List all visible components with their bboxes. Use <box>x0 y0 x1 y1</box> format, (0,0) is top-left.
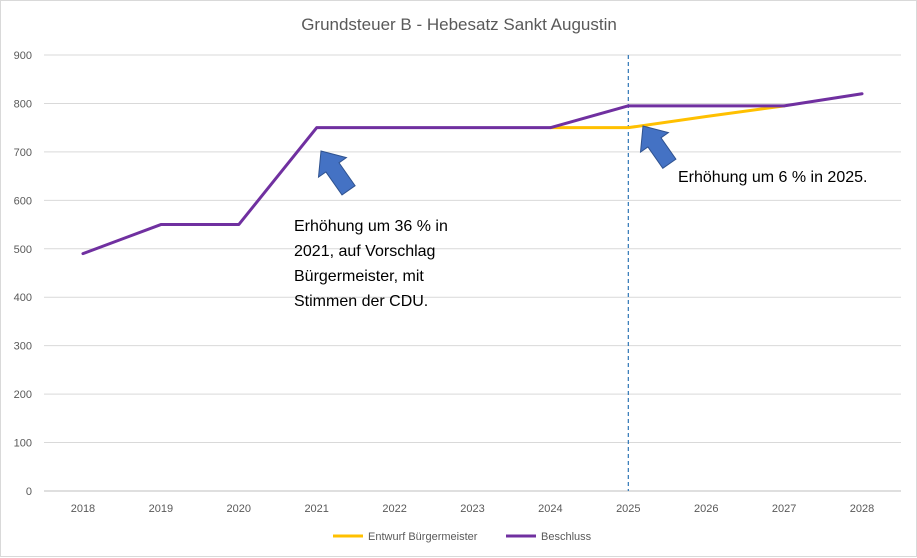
x-tick-label: 2025 <box>616 503 640 515</box>
x-tick-label: 2026 <box>694 503 718 515</box>
annotation-2021-line-1: Erhöhung um 36 % in <box>294 218 448 235</box>
y-tick-label: 700 <box>14 147 32 159</box>
y-tick-label: 200 <box>14 389 32 401</box>
grid-lines <box>44 54 901 492</box>
x-tick-label: 2028 <box>850 503 874 515</box>
x-tick-label: 2024 <box>538 503 562 515</box>
series-line-beschluss <box>81 92 864 256</box>
series-line-entwurf <box>548 104 786 130</box>
x-tick-label: 2020 <box>227 503 251 515</box>
y-tick-label: 100 <box>14 438 32 450</box>
legend-label-entwurf: Entwurf Bürgermeister <box>368 531 478 543</box>
annotation-2021-line-3: Bürgermeister, mit <box>294 268 424 285</box>
y-axis-ticks: 0 100 200 300 400 500 600 700 800 900 <box>14 50 32 498</box>
x-tick-label: 2019 <box>149 503 173 515</box>
y-tick-label: 400 <box>14 292 32 304</box>
legend-label-beschluss: Beschluss <box>541 531 592 543</box>
legend: Entwurf Bürgermeister Beschluss <box>333 531 592 543</box>
annotation-2025-line-1: Erhöhung um 6 % in 2025. <box>678 169 867 186</box>
arrow-layer <box>317 125 677 196</box>
annotation-2021-line-2: 2021, auf Vorschlag <box>294 243 435 260</box>
x-tick-label: 2027 <box>772 503 796 515</box>
annotation-2021: Erhöhung um 36 % in 2021, auf Vorschlag … <box>294 218 448 310</box>
y-tick-label: 300 <box>14 341 32 353</box>
arrow-to-2025 <box>639 125 677 169</box>
x-tick-label: 2018 <box>71 503 95 515</box>
x-tick-label: 2022 <box>382 503 406 515</box>
y-tick-label: 500 <box>14 244 32 256</box>
x-tick-label: 2021 <box>304 503 328 515</box>
chart-title: Grundsteuer B - Hebesatz Sankt Augustin <box>301 15 617 34</box>
annotation-2021-line-4: Stimmen der CDU. <box>294 293 428 310</box>
arrow-to-2021 <box>317 150 356 196</box>
y-tick-label: 0 <box>26 486 32 498</box>
x-tick-label: 2023 <box>460 503 484 515</box>
annotation-2025: Erhöhung um 6 % in 2025. <box>678 169 867 186</box>
x-axis-ticks: 2018 2019 2020 2021 2022 2023 2024 2025 2026 2027… <box>71 503 875 515</box>
series-layer <box>81 92 864 256</box>
y-tick-label: 900 <box>14 50 32 62</box>
y-tick-label: 800 <box>14 98 32 110</box>
y-tick-label: 600 <box>14 195 32 207</box>
